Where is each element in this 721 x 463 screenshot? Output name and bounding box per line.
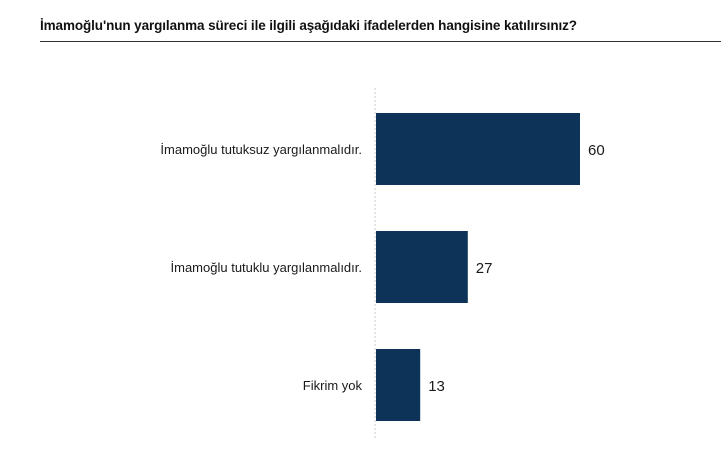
category-label-3: Fikrim yok [303, 378, 363, 393]
category-label-2: İmamoğlu tutuklu yargılanmalıdır. [171, 260, 362, 275]
value-label-1: 60 [588, 142, 605, 159]
category-label-1: İmamoğlu tutuksuz yargılanmalıdır. [160, 142, 362, 157]
value-label-3: 13 [428, 378, 445, 395]
title-divider [40, 41, 721, 42]
chart-title: İmamoğlu'nun yargılanma süreci ile ilgil… [40, 18, 577, 33]
bar-1 [376, 113, 580, 185]
bar-2 [376, 231, 468, 303]
bar-3 [376, 349, 421, 421]
value-label-2: 27 [476, 260, 493, 277]
bars-group: İmamoğlu tutuksuz yargılanmalıdır. 60 İmam… [160, 113, 605, 421]
